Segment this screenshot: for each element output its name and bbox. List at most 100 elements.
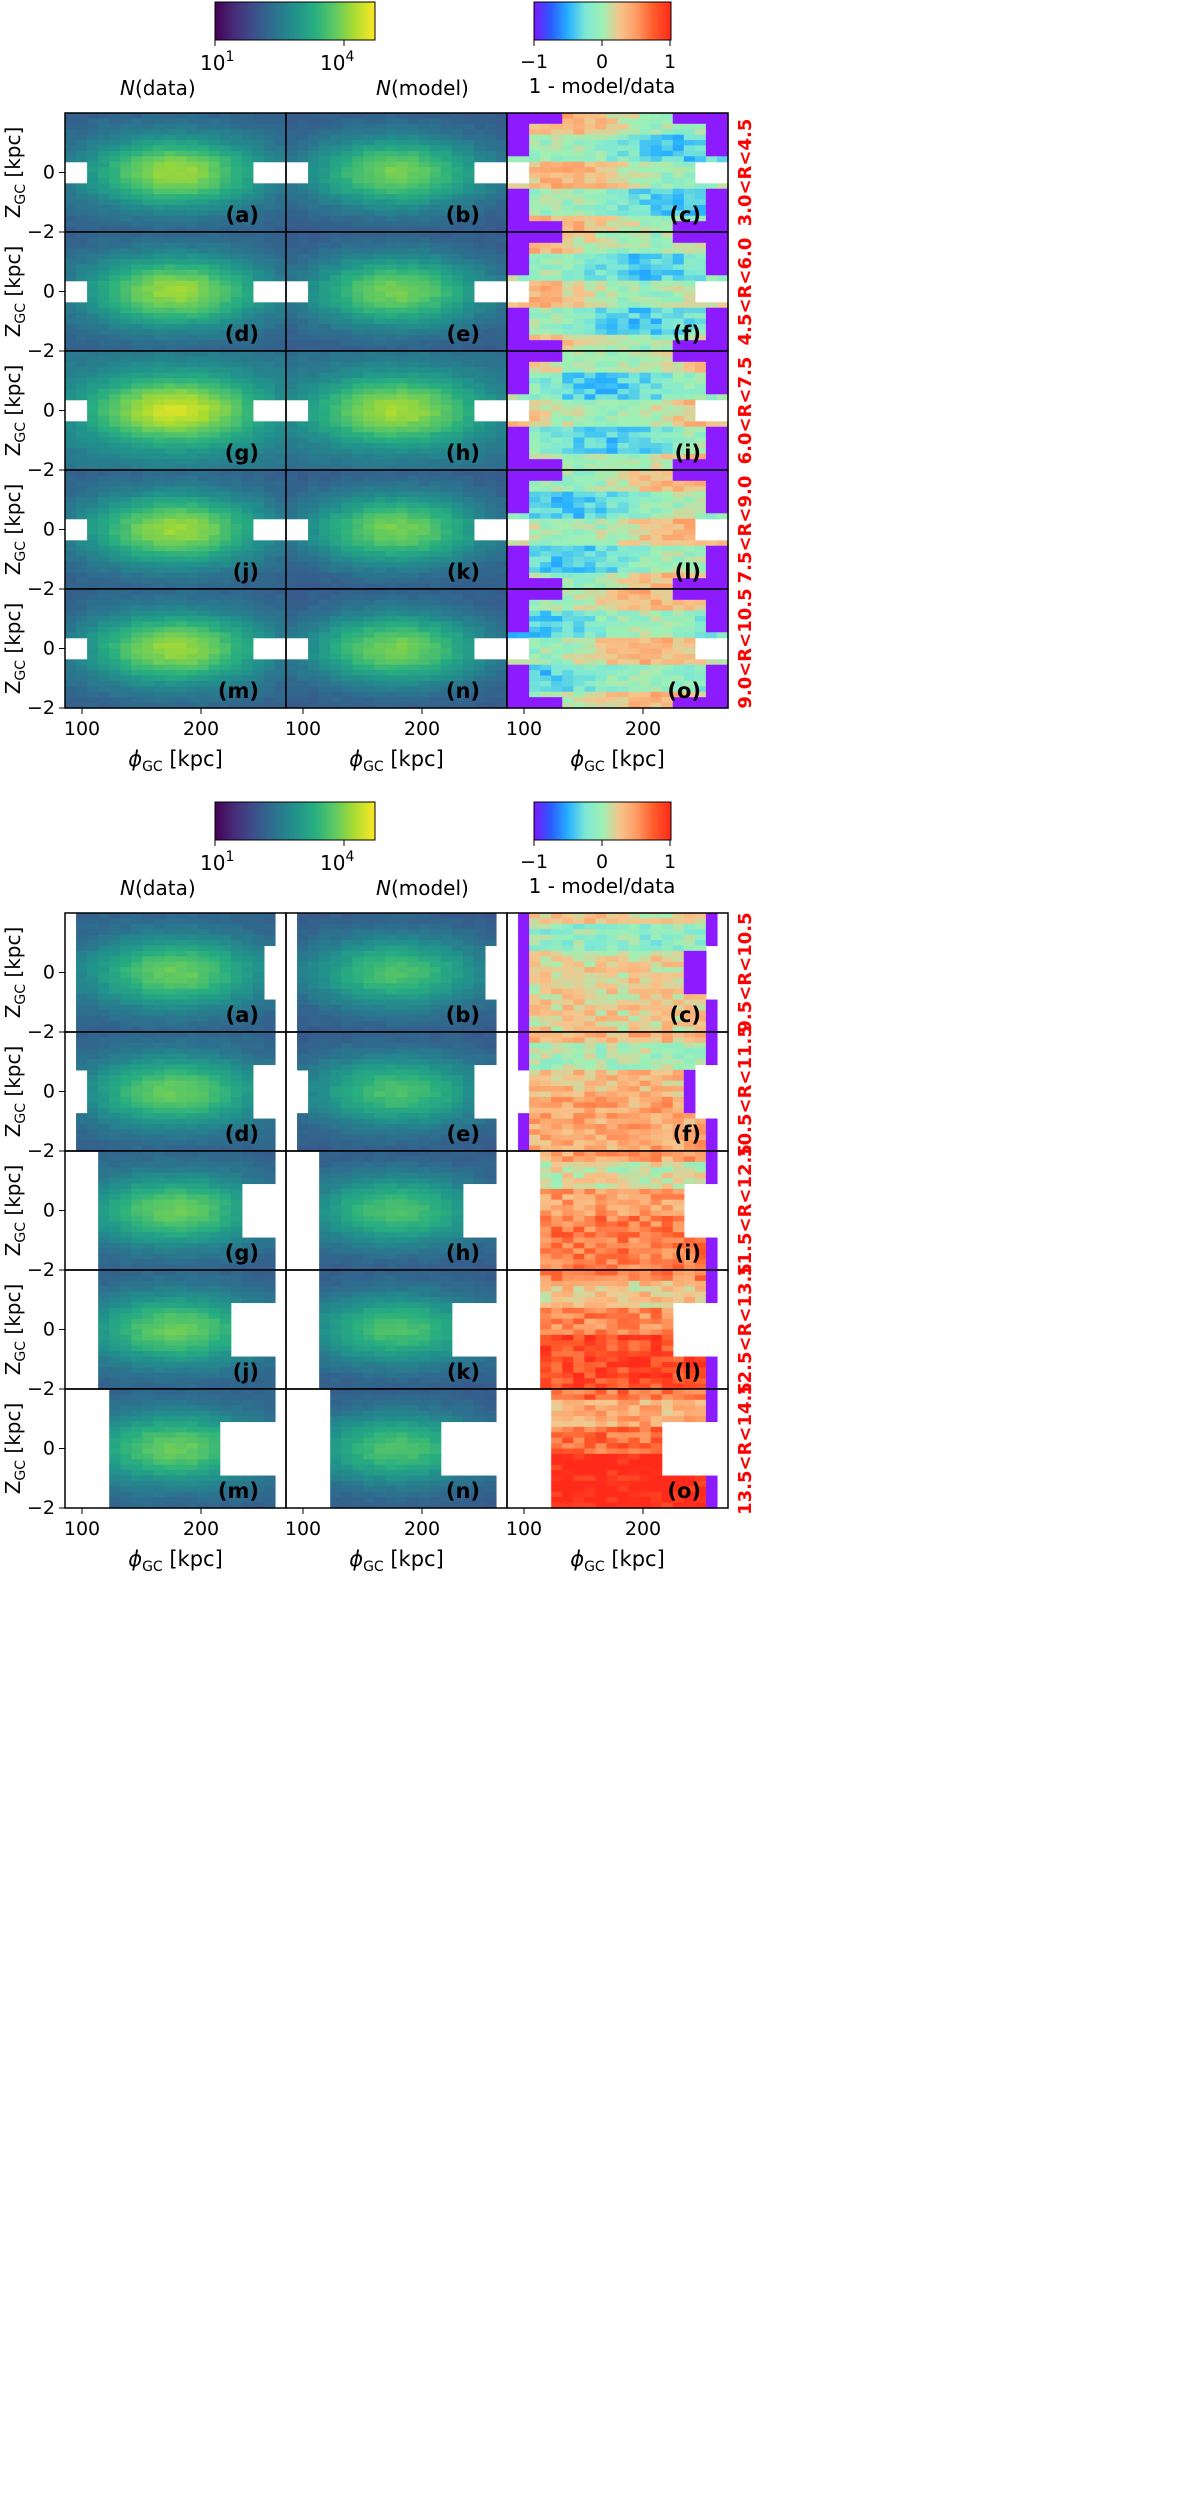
- heatmap-cell: [518, 448, 530, 455]
- heatmap-cell: [650, 307, 663, 314]
- heatmap-cell: [661, 480, 674, 487]
- heatmap-cell: [120, 378, 132, 385]
- heatmap-cell: [164, 123, 177, 130]
- heatmap-cell: [263, 118, 276, 125]
- heatmap-cell: [197, 367, 210, 374]
- heatmap-cell: [142, 296, 154, 303]
- heatmap-cell: [562, 534, 574, 541]
- heatmap-cell: [407, 161, 420, 168]
- heatmap-cell: [396, 486, 409, 493]
- heatmap-cell: [98, 140, 110, 147]
- heatmap-cell: [241, 480, 254, 487]
- heatmap-cell: [462, 351, 475, 358]
- heatmap-cell: [319, 361, 331, 368]
- heatmap-cell: [98, 480, 110, 487]
- heatmap-cell: [131, 567, 143, 574]
- heatmap-cell: [197, 275, 210, 282]
- heatmap-cell: [241, 150, 254, 157]
- heatmap-cell: [241, 534, 254, 541]
- heatmap-cell: [584, 248, 596, 255]
- heatmap-cell: [440, 437, 453, 444]
- heatmap-cell: [109, 437, 121, 444]
- heatmap-cell: [286, 378, 298, 385]
- heatmap-cell: [407, 269, 420, 276]
- heatmap-cell: [219, 253, 232, 260]
- heatmap-cell: [241, 378, 254, 385]
- heatmap-cell: [219, 551, 232, 558]
- heatmap-cell: [142, 502, 154, 509]
- heatmap-cell: [529, 334, 541, 341]
- heatmap-cell: [484, 242, 497, 249]
- heatmap-cell: [286, 567, 298, 574]
- heatmap-cell: [661, 188, 674, 195]
- heatmap-cell: [473, 248, 486, 255]
- heatmap-cell: [65, 237, 77, 244]
- heatmap-cell: [407, 345, 420, 352]
- heatmap-cell: [451, 150, 464, 157]
- heatmap-cell: [407, 442, 420, 449]
- heatmap-cell: [451, 280, 464, 287]
- heatmap-cell: [661, 232, 674, 239]
- heatmap-cell: [286, 545, 298, 552]
- heatmap-cell: [109, 161, 121, 168]
- heatmap-cell: [297, 313, 309, 320]
- heatmap-cell: [164, 367, 177, 374]
- heatmap-cell: [462, 432, 475, 439]
- heatmap-cell: [429, 323, 442, 330]
- heatmap-cell: [661, 378, 674, 385]
- heatmap-cell: [65, 253, 77, 260]
- heatmap-cell: [540, 475, 552, 482]
- heatmap-cell: [650, 383, 663, 390]
- heatmap-cell: [274, 388, 287, 395]
- heatmap-cell: [518, 226, 530, 233]
- heatmap-cell: [694, 123, 707, 130]
- heatmap-cell: [407, 123, 420, 130]
- heatmap-cell: [573, 534, 585, 541]
- heatmap-cell: [551, 426, 563, 433]
- heatmap-cell: [518, 442, 530, 449]
- heatmap-cell: [341, 113, 353, 120]
- heatmap-cell: [495, 129, 508, 136]
- heatmap-cell: [462, 177, 475, 184]
- heatmap-cell: [462, 118, 475, 125]
- heatmap-cell: [363, 302, 375, 309]
- heatmap-cell: [274, 145, 287, 152]
- heatmap-cell: [396, 378, 409, 385]
- heatmap-cell: [694, 313, 707, 320]
- heatmap-cell: [230, 480, 243, 487]
- heatmap-cell: [396, 507, 409, 514]
- heatmap-cell: [540, 242, 552, 249]
- row-label: 6.0<R<7.5: [735, 357, 756, 465]
- heatmap-cell: [76, 340, 88, 347]
- heatmap-cell: [208, 394, 221, 401]
- heatmap-cell: [529, 480, 541, 487]
- heatmap-cell: [341, 421, 353, 428]
- heatmap-cell: [529, 134, 541, 141]
- heatmap-cell: [186, 221, 199, 228]
- colorbar-residual-tick: 1: [664, 51, 676, 73]
- heatmap-cell: [153, 361, 166, 368]
- heatmap-cell: [164, 118, 177, 125]
- heatmap-cell: [208, 583, 221, 590]
- heatmap-cell: [418, 497, 431, 504]
- heatmap-cell: [418, 518, 431, 525]
- heatmap-cell: [164, 237, 177, 244]
- heatmap-cell: [661, 421, 674, 428]
- heatmap-cell: [584, 221, 596, 228]
- heatmap-cell: [87, 426, 99, 433]
- heatmap-cell: [628, 199, 641, 206]
- heatmap-cell: [694, 210, 707, 217]
- heatmap-cell: [319, 177, 331, 184]
- heatmap-cell: [584, 172, 596, 179]
- heatmap-cell: [650, 361, 663, 368]
- heatmap-cell: [473, 448, 486, 455]
- heatmap-cell: [418, 361, 431, 368]
- panel-label: (j): [233, 560, 259, 584]
- heatmap-cell: [341, 534, 353, 541]
- heatmap-cell: [131, 226, 143, 233]
- heatmap-cell: [297, 507, 309, 514]
- heatmap-cell: [407, 215, 420, 222]
- heatmap-cell: [562, 183, 574, 190]
- heatmap-cell: [352, 518, 364, 525]
